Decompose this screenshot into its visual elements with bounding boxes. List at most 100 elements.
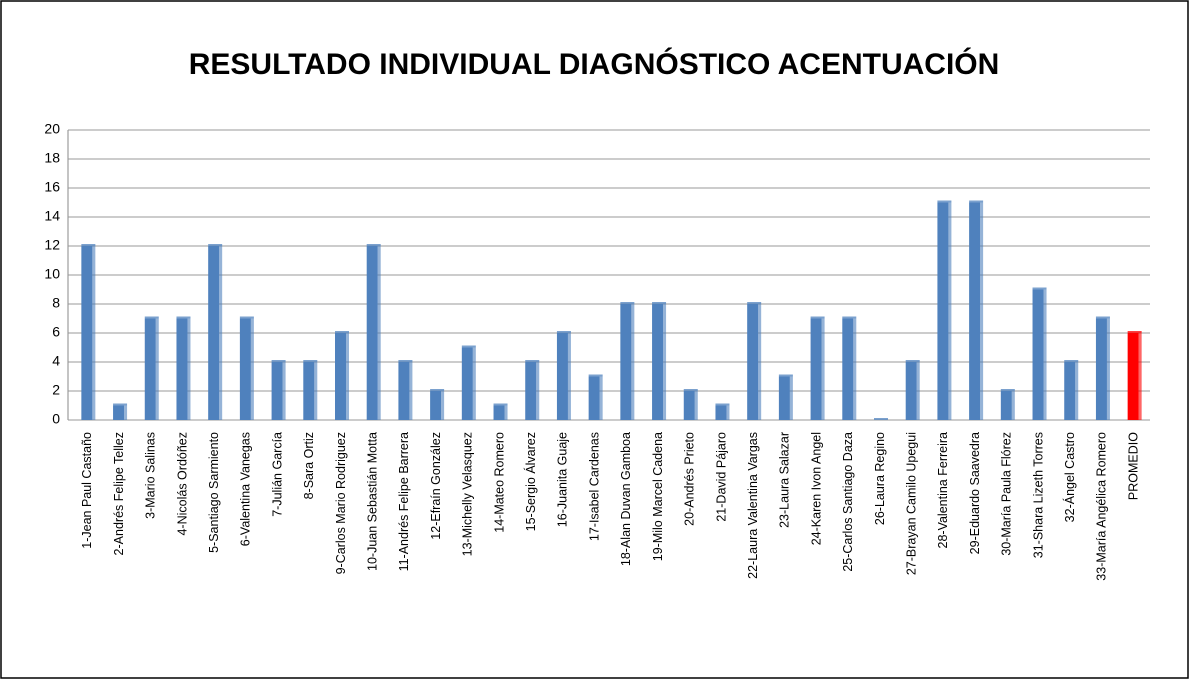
x-tick-label: 33-María Angélica Romero bbox=[1095, 432, 1109, 581]
x-tick-label: PROMEDIO bbox=[1126, 432, 1140, 500]
x-tick-label: 16-Juanita Guaje bbox=[556, 432, 570, 527]
x-tick-label: 1-Jean Paul Castaño bbox=[80, 432, 94, 549]
bar-top bbox=[715, 403, 730, 406]
bar-side bbox=[948, 202, 952, 420]
bar-top bbox=[905, 360, 920, 362]
bar-top bbox=[810, 316, 825, 319]
bar-top bbox=[271, 360, 286, 362]
bar-top bbox=[303, 360, 318, 362]
bar bbox=[176, 318, 188, 420]
bar bbox=[1000, 391, 1012, 420]
x-tick-label: 7-Julián García bbox=[270, 432, 284, 517]
bar-side bbox=[504, 405, 508, 420]
bar bbox=[969, 202, 981, 420]
y-tick-label: 18 bbox=[44, 150, 60, 166]
x-tick-label: 32-Ángel Castro bbox=[1062, 432, 1077, 522]
x-tick-label: 21-David Pájaro bbox=[714, 432, 728, 522]
bar-top bbox=[747, 302, 762, 304]
bar-side bbox=[92, 246, 96, 420]
bar-side bbox=[346, 333, 349, 420]
y-tick-label: 10 bbox=[44, 266, 60, 282]
x-tick-label: 3-Mario Salinas bbox=[144, 432, 158, 519]
bar-top bbox=[398, 360, 413, 362]
bar-side bbox=[124, 405, 128, 420]
y-tick-label: 12 bbox=[44, 237, 60, 253]
bar-side bbox=[821, 318, 825, 420]
y-tick-label: 6 bbox=[52, 324, 60, 340]
bar bbox=[208, 246, 220, 420]
bar bbox=[81, 246, 93, 420]
bar-side bbox=[472, 347, 476, 420]
bar bbox=[747, 304, 759, 420]
x-tick-label: 5-Santiago Sarmiento bbox=[207, 432, 221, 553]
bar bbox=[1095, 318, 1107, 420]
bar-top bbox=[1032, 287, 1047, 290]
bar-side bbox=[282, 362, 286, 420]
bar-top bbox=[874, 418, 888, 420]
y-tick-label: 4 bbox=[52, 353, 60, 369]
bar bbox=[810, 318, 822, 420]
bar-side bbox=[219, 246, 223, 420]
bar-side bbox=[789, 376, 793, 420]
bar bbox=[113, 405, 125, 420]
bar bbox=[905, 362, 917, 420]
bar-side bbox=[1011, 391, 1015, 420]
bar-top bbox=[176, 316, 191, 319]
x-tick-label: 9-Carlos Mario Rodriguez bbox=[334, 432, 348, 574]
bar-top bbox=[1095, 316, 1110, 319]
x-tick-label: 15-Sergio Álvarez bbox=[523, 432, 538, 531]
bar-side bbox=[250, 318, 254, 420]
bar-side bbox=[377, 246, 381, 420]
bar-side bbox=[726, 405, 730, 420]
y-tick-label: 16 bbox=[44, 179, 60, 195]
bar-top bbox=[1000, 389, 1015, 391]
bar bbox=[366, 246, 378, 420]
bar-top bbox=[493, 403, 508, 406]
y-tick-label: 0 bbox=[52, 411, 60, 427]
y-tick-label: 2 bbox=[52, 382, 60, 398]
bar-top bbox=[1064, 360, 1079, 362]
bar-top bbox=[588, 374, 603, 377]
bar-side bbox=[536, 362, 540, 420]
bar bbox=[1064, 362, 1076, 420]
x-tick-label: 20-Andrés Prieto bbox=[683, 432, 697, 526]
x-tick-label: 28-Valentina Ferreira bbox=[936, 432, 950, 549]
bar-top bbox=[842, 316, 857, 319]
bar bbox=[271, 362, 283, 420]
bar bbox=[778, 376, 790, 420]
x-tick-label: 12-Efraín González bbox=[429, 432, 443, 540]
x-tick-label: 2-Andrés Felipe Tellez bbox=[112, 432, 126, 555]
bar bbox=[398, 362, 410, 420]
bar-top bbox=[81, 244, 96, 246]
x-tick-label: 23-Laura Salazar bbox=[778, 432, 792, 528]
bar-side bbox=[314, 362, 318, 420]
bar bbox=[335, 333, 346, 420]
bar-side bbox=[631, 304, 635, 420]
x-tick-label: 29-Eduardo Saavedra bbox=[968, 432, 982, 554]
bar-side bbox=[1075, 362, 1079, 420]
bar bbox=[1032, 289, 1044, 420]
bar-top bbox=[335, 331, 349, 333]
bar bbox=[430, 391, 442, 420]
x-tick-label: 4-Nicolás Ordóñez bbox=[175, 432, 189, 536]
bar bbox=[461, 347, 473, 420]
bar-side bbox=[1106, 318, 1110, 420]
bar bbox=[715, 405, 727, 420]
x-tick-label: 24-Karen Ivon Angel bbox=[809, 432, 823, 545]
bar-top bbox=[969, 200, 984, 203]
bar-top bbox=[652, 302, 667, 304]
bar bbox=[303, 362, 315, 420]
x-tick-label: 11-Andrés Felipe Barrera bbox=[397, 432, 411, 571]
x-tick-label: 14-Mateo Romero bbox=[492, 432, 506, 533]
bar-side bbox=[694, 391, 698, 420]
chart-title: RESULTADO INDIVIDUAL DIAGNÓSTICO ACENTUA… bbox=[189, 47, 1000, 81]
y-tick-label: 8 bbox=[52, 295, 60, 311]
x-tick-label: 22-Laura Valentina Vargas bbox=[746, 432, 760, 579]
bar bbox=[937, 202, 949, 420]
bar-side bbox=[155, 318, 159, 420]
x-tick-label: 26-Laura Regino bbox=[873, 432, 887, 525]
bar bbox=[556, 333, 568, 420]
bar-top bbox=[208, 244, 223, 246]
